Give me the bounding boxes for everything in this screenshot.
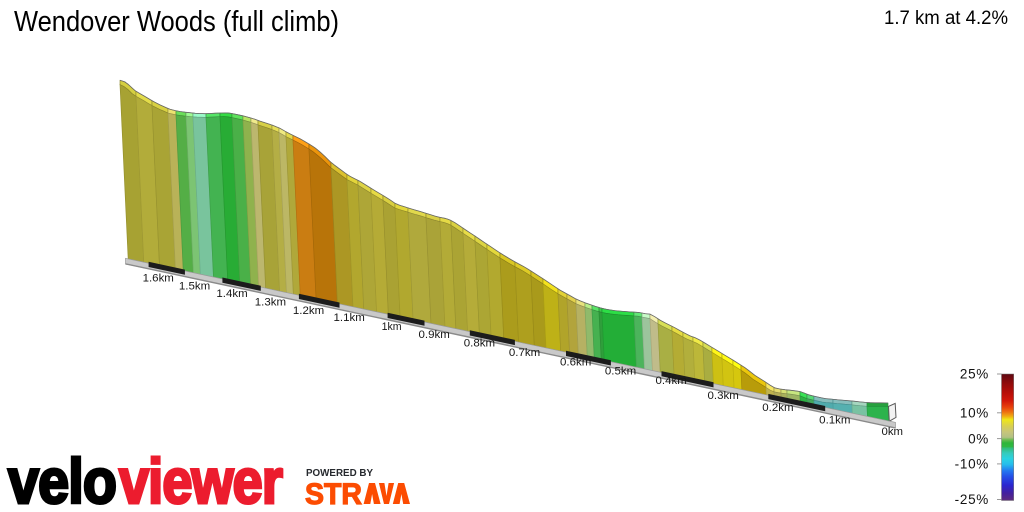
svg-text:0.6km: 0.6km	[560, 357, 591, 369]
svg-text:1.6km: 1.6km	[143, 272, 174, 284]
svg-text:1.4km: 1.4km	[216, 288, 247, 300]
svg-text:1km: 1km	[382, 321, 402, 333]
svg-text:-25%: -25%	[955, 492, 989, 507]
svg-text:1.1km: 1.1km	[334, 312, 365, 324]
svg-text:viewer: viewer	[119, 447, 282, 512]
svg-text:0.5km: 0.5km	[605, 366, 636, 378]
svg-text:0.2km: 0.2km	[762, 402, 793, 414]
svg-text:1.2km: 1.2km	[293, 305, 324, 317]
svg-text:0%: 0%	[968, 431, 989, 446]
svg-text:0.9km: 0.9km	[419, 329, 450, 341]
svg-text:10%: 10%	[960, 406, 989, 421]
svg-text:0.1km: 0.1km	[819, 415, 850, 427]
svg-text:0.4km: 0.4km	[656, 375, 687, 387]
svg-text:0.7km: 0.7km	[509, 347, 540, 359]
svg-text:0.3km: 0.3km	[708, 390, 739, 402]
svg-text:1.3km: 1.3km	[255, 297, 286, 309]
svg-text:POWERED BY: POWERED BY	[306, 467, 373, 479]
svg-text:1.5km: 1.5km	[179, 281, 210, 293]
svg-text:velo: velo	[8, 447, 116, 512]
svg-text:STR: STR	[305, 478, 362, 511]
svg-text:25%: 25%	[960, 367, 989, 382]
svg-text:0km: 0km	[882, 426, 904, 438]
svg-text:0.8km: 0.8km	[464, 338, 495, 350]
svg-text:Wendover Woods (full climb): Wendover Woods (full climb)	[14, 6, 339, 38]
svg-text:-10%: -10%	[955, 457, 989, 472]
svg-text:1.7 km at 4.2%: 1.7 km at 4.2%	[884, 8, 1008, 29]
